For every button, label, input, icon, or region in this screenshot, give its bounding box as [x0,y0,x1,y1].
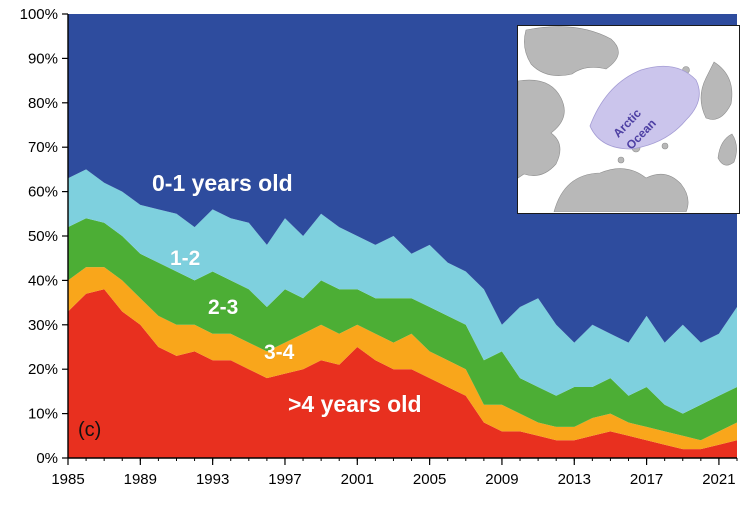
x-tick-label: 1993 [196,471,229,488]
x-tick-label: 2009 [485,471,518,488]
x-tick-label: 1989 [124,471,157,488]
area-band-2 [68,218,737,441]
x-tick-label: 2021 [702,471,735,488]
y-tick-label: 80% [28,95,58,112]
arctic-inset-map: Arctic Ocean [517,25,740,214]
y-tick-label: 60% [28,184,58,201]
area-band-1 [68,267,737,450]
label-band-2-3: 2-3 [208,296,239,319]
inset-landmasses [518,26,737,212]
label-band-1-2: 1-2 [170,247,201,270]
y-tick-label: 10% [28,406,58,423]
area-band-3 [68,169,737,414]
x-tick-label: 2017 [630,471,663,488]
x-tick-label: 2013 [558,471,591,488]
y-tick-label: 70% [28,139,58,156]
y-tick-label: 100% [20,6,58,23]
inset-map-svg: Arctic Ocean [518,26,737,212]
label-band-gt4: >4 years old [288,391,422,417]
y-tick-label: 40% [28,272,58,289]
panel-label: (c) [78,419,102,441]
x-tick-label: 1985 [51,471,84,488]
x-tick-label: 1997 [268,471,301,488]
inset-arctic-ocean-region [589,65,700,150]
y-tick-label: 20% [28,361,58,378]
y-tick-label: 30% [28,317,58,334]
area-band-0 [68,289,737,458]
x-tick-label: 2005 [413,471,446,488]
x-tick-label: 2001 [341,471,374,488]
label-band-0-1: 0-1 years old [152,170,293,196]
y-tick-label: 90% [28,50,58,67]
y-tick-label: 50% [28,228,58,245]
y-tick-label: 0% [36,450,58,467]
label-band-3-4: 3-4 [264,341,295,364]
